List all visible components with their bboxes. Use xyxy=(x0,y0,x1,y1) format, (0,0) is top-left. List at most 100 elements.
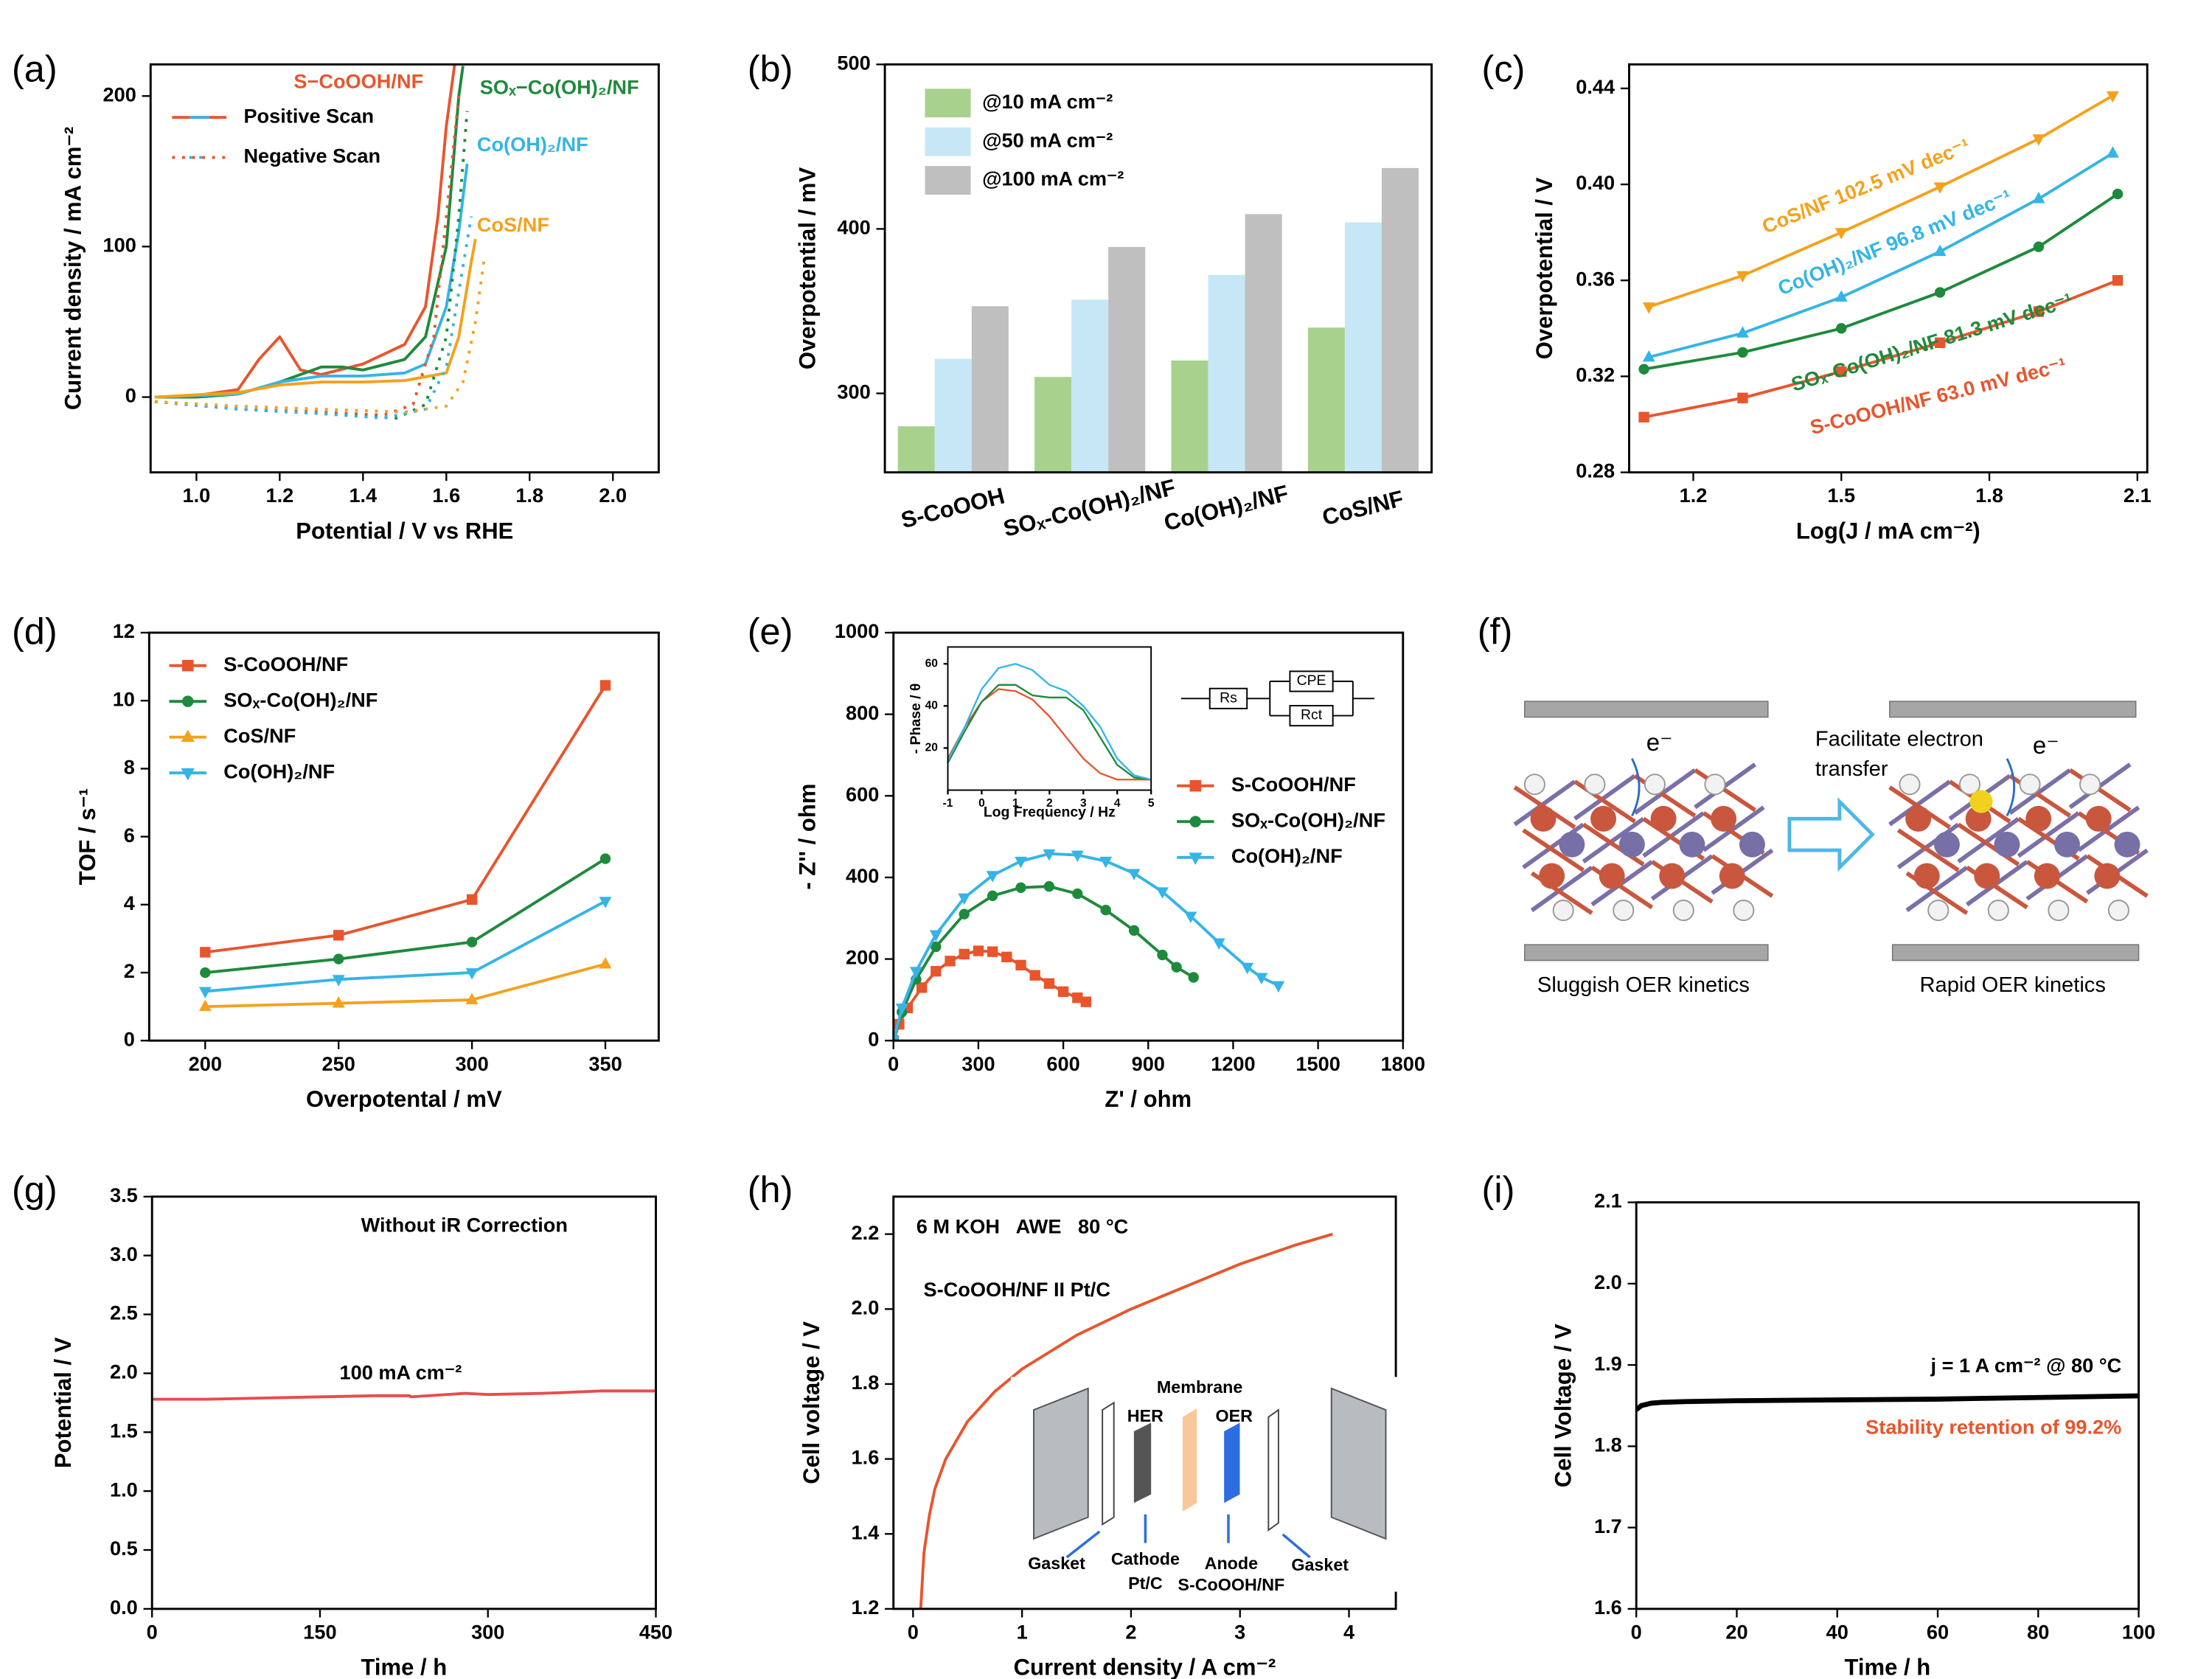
electrode xyxy=(1524,701,1769,718)
atom-h xyxy=(1552,900,1574,922)
y-tick-label: 2.2 xyxy=(852,1221,880,1244)
x-tick-label: 300 xyxy=(961,1052,995,1075)
electrode xyxy=(1524,944,1769,962)
bar xyxy=(1381,167,1419,473)
marker xyxy=(2032,134,2045,146)
bond xyxy=(1957,822,2020,866)
y-tick-label: 1.6 xyxy=(1594,1596,1622,1619)
marker xyxy=(181,729,195,743)
x-axis-title: Current density / A cm⁻² xyxy=(1014,1655,1276,1679)
y-tick-label: 0.40 xyxy=(1576,171,1615,194)
bond xyxy=(1522,828,1585,872)
y-tick-label: 400 xyxy=(837,216,870,239)
x-tick-label: 0 xyxy=(978,797,985,810)
marker xyxy=(599,957,612,969)
frame xyxy=(947,646,1152,791)
annotation: j = 1 A cm⁻² @ 80 °C xyxy=(1930,1354,2122,1377)
atom-o xyxy=(1530,805,1557,832)
inset-arrow xyxy=(1065,1530,1101,1559)
marker xyxy=(1934,337,1946,349)
y-tick-label: 100 xyxy=(103,234,136,257)
series-line xyxy=(205,900,606,993)
x-tick-label: 40 xyxy=(1826,1620,1848,1643)
end-plate xyxy=(1330,1387,1387,1540)
marker xyxy=(1834,290,1848,302)
y-axis-title: - Z'' / ohm xyxy=(794,784,820,890)
series-line xyxy=(154,64,456,399)
circuit-label: CPE xyxy=(1297,672,1326,689)
atom-h xyxy=(1733,900,1755,922)
bond xyxy=(1530,865,1593,912)
atom-o xyxy=(1659,863,1686,889)
panel-label: (g) xyxy=(12,1168,58,1210)
y-tick-label: 10 xyxy=(113,687,135,710)
marker xyxy=(465,968,479,980)
marker xyxy=(1188,972,1199,983)
y-tick-label: 1000 xyxy=(835,619,879,642)
bar xyxy=(1034,377,1072,473)
x-axis-title: Log Frequency / Hz xyxy=(984,804,1116,821)
annotation: S-CoOOH/NF II Pt/C xyxy=(924,1278,1110,1301)
marker xyxy=(181,768,195,781)
marker xyxy=(1100,905,1111,916)
x-tick-label: 1.8 xyxy=(515,484,543,507)
plot-area xyxy=(152,1389,656,1401)
marker xyxy=(1189,852,1203,865)
y-tick-label: 500 xyxy=(837,52,870,74)
y-tick-label: 2.5 xyxy=(110,1301,138,1324)
y-tick-label: 0.5 xyxy=(110,1537,138,1560)
atom-o xyxy=(1650,805,1677,832)
atom-o xyxy=(1974,863,2000,889)
series-line xyxy=(205,684,607,954)
marker xyxy=(945,956,956,967)
plot-area xyxy=(198,680,612,1012)
marker xyxy=(931,966,942,977)
marker xyxy=(599,897,612,908)
atom-o xyxy=(2025,805,2052,832)
frame xyxy=(150,1195,657,1610)
bond xyxy=(1642,811,1705,858)
x-tick-label: -1 xyxy=(943,797,953,810)
panel-label: (d) xyxy=(12,610,58,652)
x-tick-label: 4 xyxy=(1114,797,1121,810)
circuit-wire xyxy=(1180,681,1374,717)
x-tick-label: 450 xyxy=(639,1620,672,1643)
x-tick-label: 1 xyxy=(1012,797,1019,810)
bond xyxy=(2077,805,2140,852)
marker xyxy=(1184,911,1197,923)
bar xyxy=(1344,222,1382,473)
marker xyxy=(1015,856,1027,869)
bond xyxy=(1905,865,1969,912)
x-tick-label: 2 xyxy=(1125,1620,1136,1643)
frame xyxy=(1635,1201,2140,1610)
atom-co xyxy=(1559,831,1585,858)
frame xyxy=(892,631,1405,1042)
marker xyxy=(1255,973,1268,984)
x-tick-label: 2.1 xyxy=(2124,484,2152,507)
x-tick-label: 1.8 xyxy=(1975,484,2003,507)
legend-swatch xyxy=(925,127,971,156)
y-tick-label: 600 xyxy=(846,782,879,805)
bond xyxy=(1582,816,1645,863)
series-line xyxy=(1644,192,2119,371)
panel-label: (i) xyxy=(1482,1168,1515,1210)
plot-area xyxy=(1636,1393,2139,1412)
atom-o xyxy=(1539,863,1565,889)
x-axis-title: Overpotental / mV xyxy=(306,1086,502,1112)
y-tick-label: 1.7 xyxy=(1594,1515,1622,1537)
marker xyxy=(1836,323,1847,334)
y-tick-label: 200 xyxy=(103,83,136,105)
annotation: 100 mA cm⁻² xyxy=(339,1361,462,1384)
y-tick-label: 0 xyxy=(868,1027,879,1050)
legend-swatch xyxy=(925,88,971,118)
inset-label: Gasket xyxy=(1028,1554,1085,1573)
marker xyxy=(2112,275,2124,286)
x-tick-label: 20 xyxy=(1725,1620,1747,1643)
series-line xyxy=(893,949,1087,1041)
y-tick-label: 800 xyxy=(846,701,879,724)
y-tick-label: 0.44 xyxy=(1576,75,1615,98)
marker xyxy=(1029,970,1040,981)
marker xyxy=(332,996,345,1008)
y-axis-title: Cell voltage / V xyxy=(799,1321,824,1484)
gasket xyxy=(1267,1408,1279,1532)
